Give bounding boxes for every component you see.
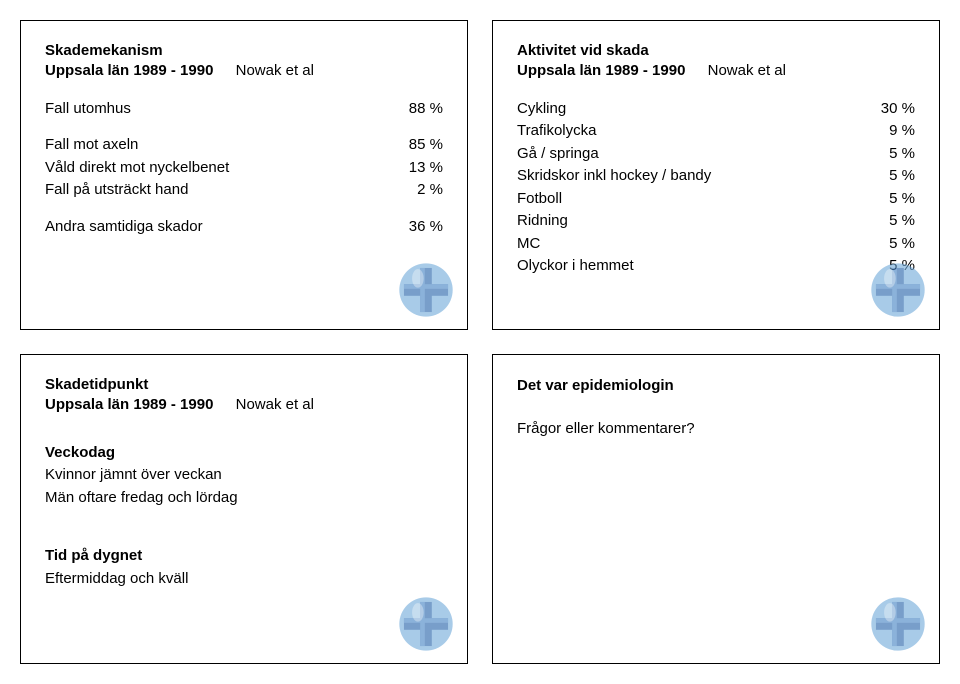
panel-summary: Det var epidemiologin Frågor eller komme… bbox=[492, 354, 940, 664]
stat-label: Skridskor inkl hockey / bandy bbox=[517, 165, 873, 188]
stat-label: Gå / springa bbox=[517, 143, 873, 166]
stat-row: Cykling30 % bbox=[517, 98, 915, 121]
stat-row: Fall utomhus 88 % bbox=[45, 98, 443, 121]
stat-value: 88 % bbox=[401, 98, 443, 121]
stat-value: 5 % bbox=[873, 143, 915, 166]
stat-row: Trafikolycka9 % bbox=[517, 120, 915, 143]
stat-label: Olyckor i hemmet bbox=[517, 255, 873, 278]
section-line: Kvinnor jämnt över veckan bbox=[45, 464, 443, 487]
stat-value: 5 % bbox=[873, 188, 915, 211]
section-tid: Tid på dygnet Eftermiddag och kväll bbox=[45, 545, 443, 590]
title-line1: Skadetidpunkt bbox=[45, 375, 443, 395]
title-author: Nowak et al bbox=[236, 396, 314, 413]
stat-value: 85 % bbox=[401, 134, 443, 157]
panel-title: Skadetidpunkt Uppsala län 1989 - 1990 No… bbox=[45, 375, 443, 416]
summary-line1: Det var epidemiologin bbox=[517, 375, 915, 398]
spacer bbox=[45, 604, 443, 649]
title-line2: Uppsala län 1989 - 1990 bbox=[45, 62, 213, 79]
stat-row: Våld direkt mot nyckelbenet 13 % bbox=[45, 157, 443, 180]
title-author: Nowak et al bbox=[708, 62, 786, 79]
title-line2: Uppsala län 1989 - 1990 bbox=[45, 396, 213, 413]
section-heading: Veckodag bbox=[45, 442, 443, 465]
spacer bbox=[517, 292, 915, 316]
stat-block: Fall utomhus 88 % bbox=[45, 98, 443, 121]
stat-value: 2 % bbox=[401, 179, 443, 202]
stat-label: Fall på utsträckt hand bbox=[45, 179, 401, 202]
stat-label: Fall utomhus bbox=[45, 98, 401, 121]
stat-label: Cykling bbox=[517, 98, 873, 121]
section-heading: Tid på dygnet bbox=[45, 545, 443, 568]
medical-cross-icon bbox=[397, 261, 455, 319]
stat-row: Skridskor inkl hockey / bandy5 % bbox=[517, 165, 915, 188]
stat-label: Våld direkt mot nyckelbenet bbox=[45, 157, 401, 180]
spacer bbox=[45, 252, 443, 315]
stat-value: 30 % bbox=[873, 98, 915, 121]
stat-row: Fall mot axeln 85 % bbox=[45, 134, 443, 157]
stat-row: Olyckor i hemmet5 % bbox=[517, 255, 915, 278]
medical-cross-icon bbox=[869, 261, 927, 319]
stat-label: MC bbox=[517, 233, 873, 256]
title-line1: Skademekanism bbox=[45, 41, 443, 61]
gap bbox=[45, 523, 443, 545]
medical-cross-icon bbox=[869, 595, 927, 653]
stat-label: Trafikolycka bbox=[517, 120, 873, 143]
stat-block: Cykling30 % Trafikolycka9 % Gå / springa… bbox=[517, 98, 915, 278]
section-line: Män oftare fredag och lördag bbox=[45, 487, 443, 510]
section-veckodag: Veckodag Kvinnor jämnt över veckan Män o… bbox=[45, 442, 443, 510]
title-line1: Aktivitet vid skada bbox=[517, 41, 915, 61]
stat-row: MC5 % bbox=[517, 233, 915, 256]
stat-label: Ridning bbox=[517, 210, 873, 233]
panel-skadetidpunkt: Skadetidpunkt Uppsala län 1989 - 1990 No… bbox=[20, 354, 468, 664]
slide-grid: Skademekanism Uppsala län 1989 - 1990 No… bbox=[20, 20, 940, 664]
stat-label: Andra samtidiga skador bbox=[45, 216, 401, 239]
stat-block: Andra samtidiga skador 36 % bbox=[45, 216, 443, 239]
stat-row: Fall på utsträckt hand 2 % bbox=[45, 179, 443, 202]
stat-row: Fotboll5 % bbox=[517, 188, 915, 211]
panel-skademekanism: Skademekanism Uppsala län 1989 - 1990 No… bbox=[20, 20, 468, 330]
stat-block: Fall mot axeln 85 % Våld direkt mot nyck… bbox=[45, 134, 443, 202]
title-line2: Uppsala län 1989 - 1990 bbox=[517, 62, 685, 79]
section-line: Eftermiddag och kväll bbox=[45, 568, 443, 591]
medical-cross-icon bbox=[397, 595, 455, 653]
panel-aktivitet: Aktivitet vid skada Uppsala län 1989 - 1… bbox=[492, 20, 940, 330]
stat-value: 5 % bbox=[873, 165, 915, 188]
stat-value: 5 % bbox=[873, 210, 915, 233]
gap bbox=[45, 432, 443, 442]
summary-line2: Frågor eller kommentarer? bbox=[517, 418, 915, 441]
stat-row: Ridning5 % bbox=[517, 210, 915, 233]
panel-title: Aktivitet vid skada Uppsala län 1989 - 1… bbox=[517, 41, 915, 82]
panel-title: Skademekanism Uppsala län 1989 - 1990 No… bbox=[45, 41, 443, 82]
stat-label: Fall mot axeln bbox=[45, 134, 401, 157]
stat-row: Andra samtidiga skador 36 % bbox=[45, 216, 443, 239]
stat-value: 13 % bbox=[401, 157, 443, 180]
stat-row: Gå / springa5 % bbox=[517, 143, 915, 166]
spacer bbox=[517, 440, 915, 649]
stat-value: 5 % bbox=[873, 233, 915, 256]
stat-label: Fotboll bbox=[517, 188, 873, 211]
title-author: Nowak et al bbox=[236, 62, 314, 79]
stat-value: 36 % bbox=[401, 216, 443, 239]
stat-value: 9 % bbox=[873, 120, 915, 143]
